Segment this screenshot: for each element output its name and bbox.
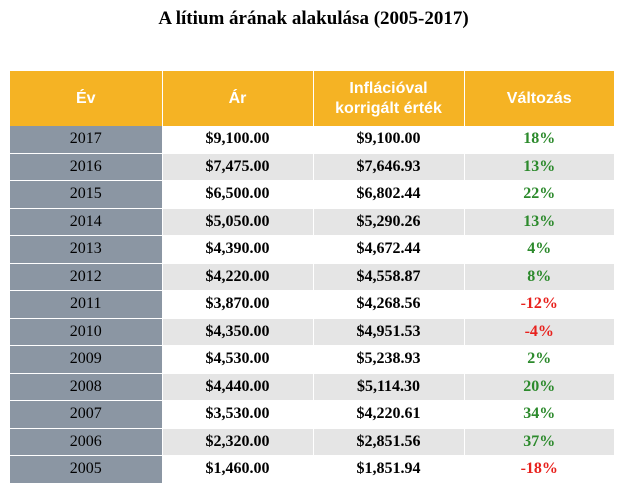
year-cell: 2017 bbox=[10, 126, 163, 154]
page-title: A lítium árának alakulása (2005-2017) bbox=[158, 8, 469, 29]
adjusted-cell: $4,672.44 bbox=[313, 235, 465, 264]
year-cell: 2012 bbox=[10, 263, 163, 291]
year-cell: 2016 bbox=[10, 153, 163, 181]
table-row: 2006 $2,320.00 $2,851.56 37% bbox=[10, 428, 614, 456]
change-cell: 20% bbox=[464, 373, 614, 401]
price-cell: $4,440.00 bbox=[162, 373, 314, 401]
year-cell: 2007 bbox=[10, 400, 163, 429]
year-cell: 2014 bbox=[10, 208, 163, 236]
header-adjusted: Inflációval korrigált érték bbox=[313, 71, 465, 126]
change-cell: 8% bbox=[464, 263, 614, 291]
year-cell: 2008 bbox=[10, 373, 163, 401]
change-cell: -18% bbox=[464, 455, 614, 483]
adjusted-cell: $5,114.30 bbox=[313, 373, 465, 401]
price-cell: $6,500.00 bbox=[162, 180, 314, 209]
price-cell: $3,870.00 bbox=[162, 290, 314, 319]
price-cell: $5,050.00 bbox=[162, 208, 314, 236]
table-body: 2017 $9,100.00 $9,100.00 18% 2016 $7,475.00 $7… bbox=[10, 126, 614, 483]
change-cell: 2% bbox=[464, 345, 614, 374]
adjusted-cell: $4,951.53 bbox=[313, 318, 465, 346]
price-cell: $4,390.00 bbox=[162, 235, 314, 264]
change-cell: 34% bbox=[464, 400, 614, 429]
header-price: Ár bbox=[162, 71, 314, 126]
year-cell: 2006 bbox=[10, 428, 163, 456]
change-cell: 13% bbox=[464, 208, 614, 236]
change-cell: 18% bbox=[464, 126, 614, 154]
table-row: 2009 $4,530.00 $5,238.93 2% bbox=[10, 345, 614, 374]
price-cell: $3,530.00 bbox=[162, 400, 314, 429]
change-cell: 22% bbox=[464, 180, 614, 209]
price-cell: $7,475.00 bbox=[162, 153, 314, 181]
year-cell: 2015 bbox=[10, 180, 163, 209]
price-cell: $2,320.00 bbox=[162, 428, 314, 456]
table-row: 2005 $1,460.00 $1,851.94 -18% bbox=[10, 455, 614, 483]
year-cell: 2009 bbox=[10, 345, 163, 374]
lithium-price-table: Év Ár Inflációval korrigált érték Változ… bbox=[10, 71, 614, 483]
year-cell: 2010 bbox=[10, 318, 163, 346]
adjusted-cell: $4,220.61 bbox=[313, 400, 465, 429]
table-row: 2013 $4,390.00 $4,672.44 4% bbox=[10, 235, 614, 264]
price-cell: $9,100.00 bbox=[162, 126, 314, 154]
header-adjusted-label: Inflációval korrigált érték bbox=[335, 79, 442, 117]
table-row: 2017 $9,100.00 $9,100.00 18% bbox=[10, 126, 614, 154]
adjusted-cell: $1,851.94 bbox=[313, 455, 465, 483]
year-cell: 2013 bbox=[10, 235, 163, 264]
table-row: 2008 $4,440.00 $5,114.30 20% bbox=[10, 373, 614, 401]
adjusted-cell: $6,802.44 bbox=[313, 180, 465, 209]
header-row: Év Ár Inflációval korrigált érték Változ… bbox=[10, 71, 614, 126]
change-cell: 37% bbox=[464, 428, 614, 456]
adjusted-cell: $2,851.56 bbox=[313, 428, 465, 456]
change-cell: -12% bbox=[464, 290, 614, 319]
price-cell: $1,460.00 bbox=[162, 455, 314, 483]
adjusted-cell: $4,268.56 bbox=[313, 290, 465, 319]
adjusted-cell: $7,646.93 bbox=[313, 153, 465, 181]
table-row: 2011 $3,870.00 $4,268.56 -12% bbox=[10, 290, 614, 319]
adjusted-cell: $9,100.00 bbox=[313, 126, 465, 154]
table-row: 2012 $4,220.00 $4,558.87 8% bbox=[10, 263, 614, 291]
table-header: Év Ár Inflációval korrigált érték Változ… bbox=[10, 71, 614, 126]
change-cell: 13% bbox=[464, 153, 614, 181]
table-row: 2016 $7,475.00 $7,646.93 13% bbox=[10, 153, 614, 181]
adjusted-cell: $5,290.26 bbox=[313, 208, 465, 236]
table-row: 2010 $4,350.00 $4,951.53 -4% bbox=[10, 318, 614, 346]
price-cell: $4,220.00 bbox=[162, 263, 314, 291]
header-year: Év bbox=[10, 71, 163, 126]
table-row: 2007 $3,530.00 $4,220.61 34% bbox=[10, 400, 614, 429]
adjusted-cell: $4,558.87 bbox=[313, 263, 465, 291]
adjusted-cell: $5,238.93 bbox=[313, 345, 465, 374]
year-cell: 2005 bbox=[10, 455, 163, 483]
header-change: Változás bbox=[464, 71, 614, 126]
price-cell: $4,530.00 bbox=[162, 345, 314, 374]
change-cell: -4% bbox=[464, 318, 614, 346]
table-row: 2014 $5,050.00 $5,290.26 13% bbox=[10, 208, 614, 236]
price-cell: $4,350.00 bbox=[162, 318, 314, 346]
change-cell: 4% bbox=[464, 235, 614, 264]
year-cell: 2011 bbox=[10, 290, 163, 319]
table-row: 2015 $6,500.00 $6,802.44 22% bbox=[10, 180, 614, 209]
